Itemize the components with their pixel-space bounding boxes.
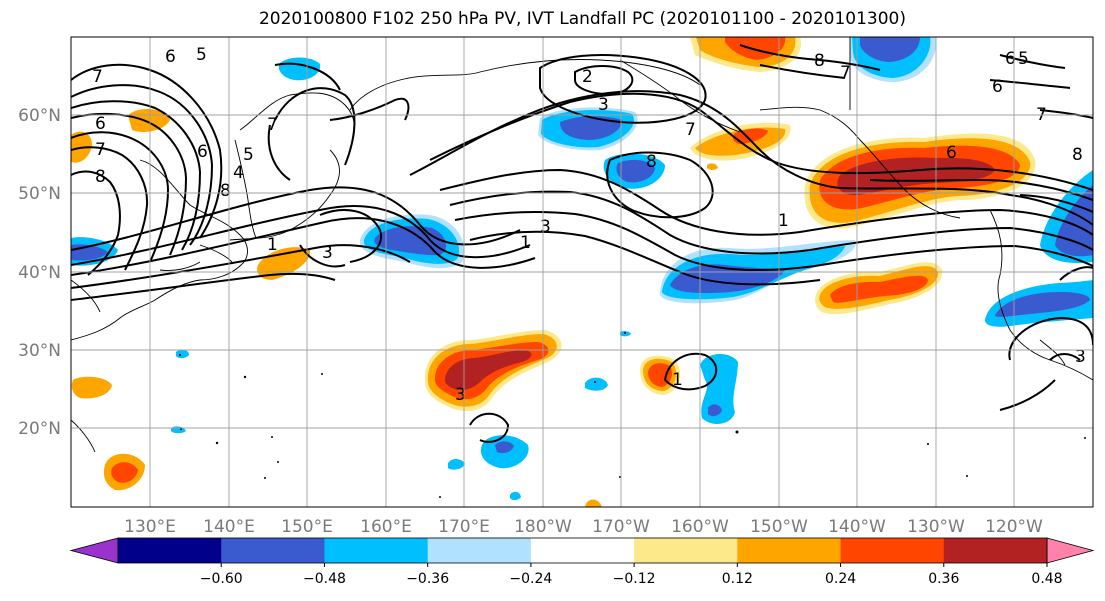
colorbar-extend-min xyxy=(69,537,119,564)
colorbar-segment xyxy=(324,538,429,563)
contour-label: 4 xyxy=(233,163,244,183)
colorbar-tick-label: 0.48 xyxy=(1031,571,1062,587)
contour-label: 8 xyxy=(220,181,231,201)
lon-label: 150°W xyxy=(750,517,808,537)
contour-label: 2 xyxy=(582,67,593,87)
contour-label: 6 xyxy=(946,143,957,163)
lon-label: 130°W xyxy=(907,517,965,537)
colorbar-segment xyxy=(943,538,1048,563)
contour-label: 1 xyxy=(520,233,531,253)
colorbar-tick-label: 0.12 xyxy=(722,571,753,587)
colorbar-segment xyxy=(118,538,222,563)
colorbar-tick-label: −0.12 xyxy=(613,571,656,587)
lon-label: 120°W xyxy=(985,517,1043,537)
contour-label: 3 xyxy=(1075,347,1086,367)
colorbar-segment xyxy=(427,538,532,563)
anomaly-region xyxy=(585,377,608,391)
lon-label: 160°W xyxy=(671,517,729,537)
lat-label: 60°N xyxy=(18,106,61,126)
lon-label: 170°W xyxy=(592,517,650,537)
contour-label: 3 xyxy=(322,243,333,263)
lat-label: 30°N xyxy=(18,341,61,361)
anomaly-region xyxy=(985,170,1093,327)
contour-label: 8 xyxy=(1072,145,1083,165)
contour-label: 3 xyxy=(455,385,466,405)
contour-label: 6 xyxy=(165,47,176,67)
contour-label: 6 xyxy=(992,77,1003,97)
contour-label: 7 xyxy=(840,63,851,83)
lon-label: 170°E xyxy=(438,517,490,537)
contour-label: 6 xyxy=(95,114,106,134)
colorbar: −0.60 −0.48 −0.36 −0.24 −0.12 0.12 0.24 0.36 0.4… xyxy=(69,537,1095,587)
contour-label: 3 xyxy=(540,217,551,237)
contour-label: 5 xyxy=(1018,49,1029,69)
latitude-labels: 60°N 50°N 40°N 30°N 20°N xyxy=(18,106,61,439)
anomaly-region xyxy=(538,107,638,151)
anomaly-region xyxy=(480,435,529,469)
anomaly-region xyxy=(71,376,112,399)
colorbar-segment xyxy=(634,538,738,563)
anomaly-region xyxy=(448,458,465,470)
anomaly-region xyxy=(111,462,138,483)
colorbar-frame xyxy=(117,537,1048,564)
anomaly-region xyxy=(830,275,928,303)
contour-label-group: 7 6 5 6 7 8 6 7 8 4 5 1 2 3 3 1 3 7 8 8 … xyxy=(92,45,1086,405)
anomaly-region xyxy=(850,37,936,82)
contour-label: 8 xyxy=(95,167,106,187)
colorbar-tick-label: 0.36 xyxy=(928,571,959,587)
lon-label: 140°E xyxy=(203,517,255,537)
anomaly-region xyxy=(707,163,718,170)
lon-label: 180°W xyxy=(514,517,572,537)
lat-label: 50°N xyxy=(18,184,61,204)
contour-label: 3 xyxy=(598,95,609,115)
lon-label: 130°E xyxy=(124,517,176,537)
colorbar-tick-label: 0.24 xyxy=(825,571,856,587)
contour-label: 5 xyxy=(196,45,207,65)
colorbar-tick-label: −0.48 xyxy=(303,571,346,587)
colorbar-ticks xyxy=(220,563,1048,567)
contour-label: 1 xyxy=(672,370,683,390)
contour-label: 6 xyxy=(1005,49,1016,69)
ivt-shading xyxy=(71,37,1093,507)
anomaly-region xyxy=(585,499,602,507)
pv-contours xyxy=(71,44,1093,443)
contour-label: 7 xyxy=(95,140,106,160)
anomaly-region xyxy=(690,37,801,72)
lon-label: 160°E xyxy=(360,517,412,537)
plot-frame xyxy=(70,36,1094,508)
japan-islands xyxy=(159,139,257,271)
anomaly-region xyxy=(700,354,738,424)
colorbar-segment xyxy=(737,538,842,563)
colorbar-extend-max xyxy=(1046,537,1095,564)
pacific-islands xyxy=(179,332,1086,498)
contour-label: 7 xyxy=(685,120,696,140)
colorbar-segment xyxy=(221,538,325,563)
map-title: 2020100800 F102 250 hPa PV, IVT Landfall… xyxy=(258,9,906,29)
colorbar-tick-label: −0.24 xyxy=(509,571,552,587)
contour-label: 1 xyxy=(778,211,789,231)
contour-label: 5 xyxy=(243,145,254,165)
contour-label: 7 xyxy=(92,67,103,87)
anomaly-region xyxy=(176,349,189,359)
anomaly-region xyxy=(603,153,665,189)
lat-label: 20°N xyxy=(18,419,61,439)
lat-label: 40°N xyxy=(18,263,61,283)
contour-label: 7 xyxy=(267,115,278,135)
colorbar-segment xyxy=(530,538,635,563)
anomaly-region xyxy=(510,491,521,501)
contour-label: 8 xyxy=(646,152,657,172)
colorbar-tick-labels: −0.60 −0.48 −0.36 −0.24 −0.12 0.12 0.24 0.36 0.4… xyxy=(200,571,1063,587)
lon-label: 140°W xyxy=(828,517,886,537)
longitude-labels: 130°E 140°E 150°E 160°E 170°E 180°W 170°… xyxy=(124,517,1043,537)
colorbar-tick-label: −0.36 xyxy=(406,571,449,587)
colorbar-segment xyxy=(840,538,945,563)
gridlines xyxy=(71,37,1093,507)
colorbar-tick-label: −0.60 xyxy=(200,571,243,587)
contour-label: 6 xyxy=(197,142,208,162)
lon-label: 150°E xyxy=(281,517,333,537)
colorbar-segments xyxy=(69,537,1095,564)
contour-label: 8 xyxy=(814,51,825,71)
contour-label: 1 xyxy=(267,235,278,255)
